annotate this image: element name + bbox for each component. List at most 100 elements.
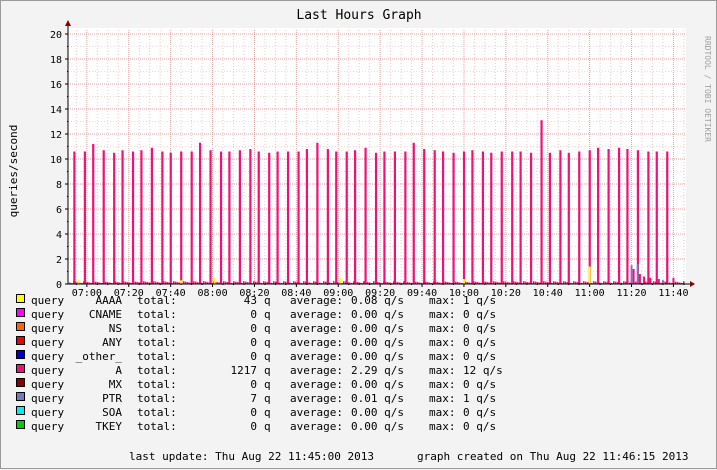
a-baseline-bar xyxy=(503,281,505,284)
legend-max-value: 1 q/s xyxy=(463,392,496,405)
legend-query-label: query xyxy=(31,364,64,377)
a-baseline-bar xyxy=(155,281,157,284)
a-baseline-bar xyxy=(539,282,541,284)
a-spike-bar xyxy=(198,142,202,284)
legend-total-value: 43 xyxy=(244,294,257,307)
a-baseline-bar xyxy=(475,281,477,284)
a-baseline-bar xyxy=(527,282,529,284)
a-baseline-bar xyxy=(419,282,421,284)
aaaa-bar xyxy=(588,266,591,284)
legend-max-label: max: xyxy=(429,364,456,377)
a-baseline-bar xyxy=(99,282,101,284)
a-small-bar xyxy=(672,277,675,284)
a-baseline-bar xyxy=(583,281,585,284)
ptr-bar xyxy=(636,264,639,284)
a-baseline-bar xyxy=(529,282,531,284)
a-baseline-bar xyxy=(517,282,519,284)
legend-max-label: max: xyxy=(429,294,456,307)
a-baseline-bar xyxy=(377,282,379,284)
a-baseline-bar xyxy=(197,282,199,284)
a-baseline-bar xyxy=(263,281,265,284)
a-baseline-bar xyxy=(679,282,681,284)
a-baseline-bar xyxy=(195,281,197,284)
a-baseline-bar xyxy=(149,282,151,284)
x-tick-label: 10:00 xyxy=(449,288,479,299)
legend-total-label: total: xyxy=(137,322,177,335)
legend-total-value: 7 xyxy=(250,392,257,405)
a-baseline-bar xyxy=(119,282,121,284)
a-baseline-bar xyxy=(175,281,177,284)
legend-swatch xyxy=(16,364,25,373)
a-baseline-bar xyxy=(609,282,611,284)
a-spike-bar xyxy=(647,151,650,284)
a-baseline-bar xyxy=(143,281,145,284)
a-baseline-bar xyxy=(393,281,395,284)
legend-max-value: 0 q/s xyxy=(463,308,496,321)
a-baseline-bar xyxy=(367,282,369,284)
legend-total-value: 0 xyxy=(250,350,257,363)
a-spike-bar xyxy=(500,151,503,284)
legend-max-label: max: xyxy=(429,392,456,405)
legend-type: TKEY xyxy=(96,420,123,433)
a-baseline-bar xyxy=(379,282,381,284)
a-baseline-bar xyxy=(397,282,399,284)
legend-total-unit: q xyxy=(264,364,271,377)
a-spike-bar xyxy=(228,151,231,284)
a-spike-bar xyxy=(578,151,581,284)
legend-total-label: total: xyxy=(137,294,177,307)
a-baseline-bar xyxy=(625,281,627,284)
legend-total-unit: q xyxy=(264,392,271,405)
a-small-bar xyxy=(643,276,646,284)
a-baseline-bar xyxy=(665,281,667,284)
x-tick-label: 07:20 xyxy=(114,288,144,299)
x-tick-label: 09:20 xyxy=(365,288,395,299)
a-baseline-bar xyxy=(123,281,125,284)
last-update-text: last update: Thu Aug 22 11:45:00 2013 xyxy=(129,450,374,463)
a-baseline-bar xyxy=(205,281,207,284)
a-baseline-bar xyxy=(415,281,417,284)
a-baseline-bar xyxy=(509,282,511,284)
a-baseline-bar xyxy=(459,282,461,284)
a-baseline-bar xyxy=(129,282,131,284)
a-spike-bar xyxy=(345,151,348,284)
a-spike-bar xyxy=(219,151,223,284)
aaaa-bar xyxy=(339,277,342,284)
a-spike-bar xyxy=(666,151,669,284)
a-baseline-bar xyxy=(267,282,269,284)
a-baseline-bar xyxy=(139,282,141,284)
a-spike-bar xyxy=(238,150,241,284)
a-baseline-bar xyxy=(255,281,257,284)
x-tick-label: 08:40 xyxy=(281,288,311,299)
a-baseline-bar xyxy=(219,282,221,284)
legend-total-label: total: xyxy=(137,392,177,405)
legend-max-value: 0 q/s xyxy=(463,406,496,419)
aaaa-bar xyxy=(213,277,216,284)
a-baseline-bar xyxy=(505,281,507,284)
a-baseline-bar xyxy=(363,281,365,284)
a-baseline-bar xyxy=(235,281,237,284)
a-baseline-bar xyxy=(215,281,217,284)
a-baseline-bar xyxy=(183,281,185,284)
a-baseline-bar xyxy=(573,281,575,284)
a-baseline-bar xyxy=(145,281,147,284)
a-baseline-bar xyxy=(537,282,539,284)
legend-total-label: total: xyxy=(137,420,177,433)
legend-type: AAAA xyxy=(96,294,123,307)
a-baseline-bar xyxy=(125,281,127,284)
aaaa-bar xyxy=(77,280,80,284)
legend-total-label: total: xyxy=(137,308,177,321)
a-spike-bar xyxy=(588,150,591,284)
y-tick-label: 16 xyxy=(50,80,62,91)
a-baseline-bar xyxy=(493,281,495,284)
legend-max-value: 0 q/s xyxy=(463,350,496,363)
a-baseline-bar xyxy=(507,282,509,284)
a-baseline-bar xyxy=(127,282,129,284)
a-baseline-bar xyxy=(399,282,401,284)
a-baseline-bar xyxy=(165,281,167,284)
legend-total-label: total: xyxy=(137,350,177,363)
a-baseline-bar xyxy=(223,281,225,284)
a-baseline-bar xyxy=(135,281,137,284)
legend-average-label: average: xyxy=(290,420,343,433)
legend-average-label: average: xyxy=(290,308,343,321)
a-baseline-bar xyxy=(193,281,195,284)
